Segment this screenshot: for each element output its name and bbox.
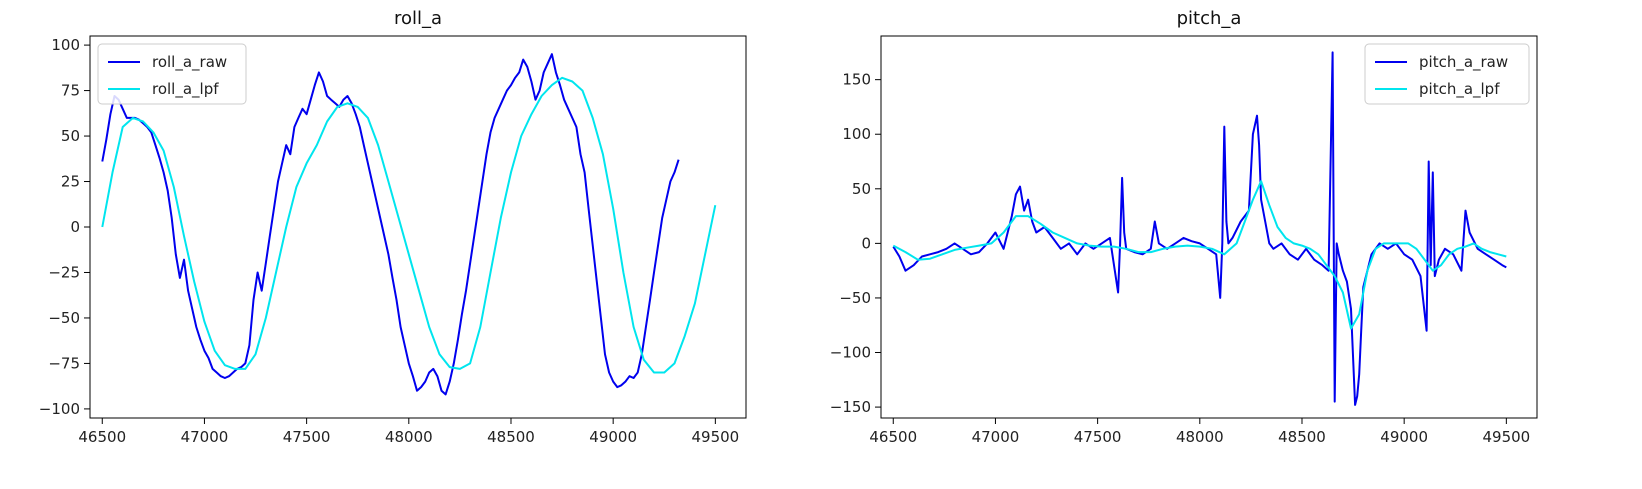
pitch-a-legend: pitch_a_raw pitch_a_lpf xyxy=(1364,43,1530,105)
ytick-label: 50 xyxy=(852,180,871,198)
ytick-label: −50 xyxy=(839,289,871,307)
pitch-a-title: pitch_a xyxy=(1177,8,1242,29)
xtick-label: 47000 xyxy=(972,428,1020,446)
ytick-label: 0 xyxy=(70,218,80,236)
pitch-a-subplot: pitch_a 46500 47000 47500 48000 48500 49000 49… xyxy=(830,8,1538,446)
ytick-label: −75 xyxy=(48,354,80,372)
ytick-label: 100 xyxy=(51,36,80,54)
xtick-label: 49500 xyxy=(1482,428,1530,446)
ytick-label: −50 xyxy=(48,309,80,327)
ytick-label: −25 xyxy=(48,263,80,281)
roll-a-legend: roll_a_raw roll_a_lpf xyxy=(97,43,247,105)
roll-a-title: roll_a xyxy=(394,8,442,29)
xtick-label: 46500 xyxy=(78,428,126,446)
xtick-label: 49000 xyxy=(1380,428,1428,446)
legend-label: pitch_a_lpf xyxy=(1419,80,1500,99)
xtick-label: 46500 xyxy=(869,428,917,446)
pitch-a-axes-frame xyxy=(880,35,1538,419)
xtick-label: 48000 xyxy=(1176,428,1224,446)
ytick-label: −100 xyxy=(39,400,80,418)
ytick-label: 75 xyxy=(61,82,80,100)
xtick-label: 49500 xyxy=(691,428,739,446)
xtick-label: 48500 xyxy=(1278,428,1326,446)
pitch-a-lpf-line xyxy=(892,180,1507,330)
legend-label: pitch_a_raw xyxy=(1419,53,1508,72)
pitch-a-yticks: −150 −100 −50 0 50 100 150 xyxy=(830,71,881,416)
pitch-a-xticks: 46500 47000 47500 48000 48500 49000 49500 xyxy=(869,418,1530,446)
xtick-label: 47000 xyxy=(181,428,229,446)
ytick-label: 25 xyxy=(61,173,80,191)
xtick-label: 48500 xyxy=(487,428,535,446)
legend-label: roll_a_lpf xyxy=(152,80,219,99)
xtick-label: 47500 xyxy=(283,428,331,446)
roll-a-raw-line xyxy=(101,53,680,396)
roll-a-lines xyxy=(101,53,717,396)
roll-a-lpf-line xyxy=(101,76,717,374)
ytick-label: 50 xyxy=(61,127,80,145)
ytick-label: −150 xyxy=(830,398,871,416)
xtick-label: 47500 xyxy=(1074,428,1122,446)
xtick-label: 48000 xyxy=(385,428,433,446)
roll-a-xticks: 46500 47000 47500 48000 48500 49000 49500 xyxy=(78,418,739,446)
ytick-label: 150 xyxy=(842,71,871,89)
pitch-a-lines xyxy=(892,51,1507,406)
xtick-label: 49000 xyxy=(589,428,637,446)
ytick-label: 0 xyxy=(861,234,871,252)
legend-label: roll_a_raw xyxy=(152,53,227,72)
ytick-label: −100 xyxy=(830,344,871,362)
pitch-a-raw-line xyxy=(892,51,1507,406)
roll-a-yticks: −100 −75 −50 −25 0 25 50 75 100 xyxy=(39,36,90,418)
ytick-label: 100 xyxy=(842,125,871,143)
roll-a-subplot: roll_a 46500 47000 47500 48000 48500 49000 495… xyxy=(39,8,747,446)
